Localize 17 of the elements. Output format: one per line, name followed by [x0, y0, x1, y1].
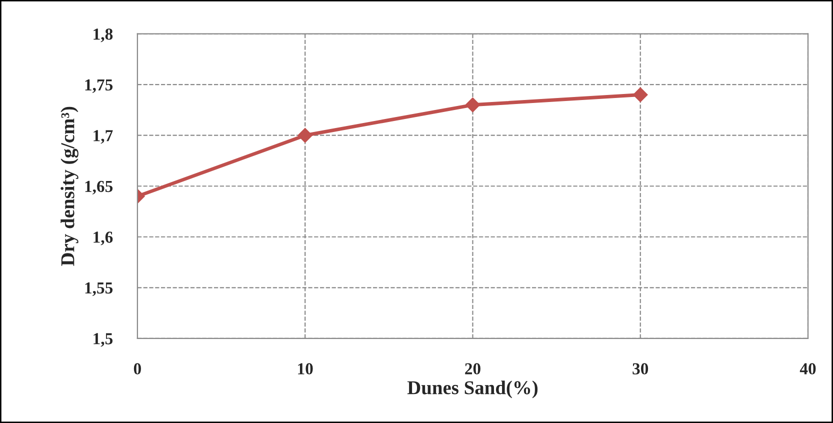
y-axis-title: Dry density (g/cm³) [60, 106, 78, 266]
point [465, 98, 480, 112]
y-tick-label: 1,7 [94, 130, 113, 144]
y-tick-label: 1,6 [94, 232, 113, 246]
x-tick-label: 10 [298, 363, 313, 374]
x-tick-label: 30 [632, 363, 648, 374]
y-tick-label: 1,5 [94, 333, 113, 347]
x-tick-label: 0 [134, 363, 141, 374]
y-tick-label: 1,8 [94, 28, 113, 42]
y-tick-label: 1,75 [85, 79, 113, 93]
x-tick-label: 40 [800, 363, 816, 374]
x-axis-title: Dunes Sand(%) [407, 380, 538, 398]
point [298, 128, 312, 143]
y-tick-label: 1,65 [85, 180, 113, 194]
point [632, 87, 648, 102]
y-tick-label: 1,55 [85, 282, 113, 296]
x-tick-label: 20 [465, 363, 480, 374]
